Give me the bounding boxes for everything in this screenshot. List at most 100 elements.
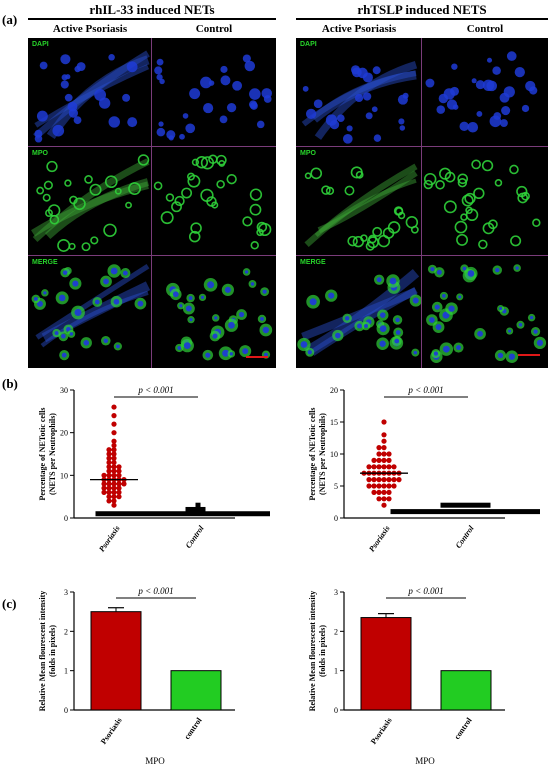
- cell: [397, 211, 406, 220]
- y-tick-label: 15: [330, 418, 338, 427]
- micrograph-canvas-right: [297, 51, 547, 363]
- nucleus: [69, 332, 74, 336]
- nucleus: [371, 106, 378, 113]
- nucleus: [154, 66, 163, 75]
- micrograph-canvas-left: [31, 50, 273, 361]
- nucleus: [379, 340, 386, 347]
- data-point: [376, 489, 382, 495]
- net-strand: [33, 50, 150, 140]
- x-category-label: Control: [184, 523, 206, 550]
- cell: [494, 179, 503, 187]
- data-point: [230, 511, 236, 517]
- data-point: [101, 489, 107, 495]
- cell: [165, 193, 175, 202]
- y-tick-label: 0: [64, 706, 68, 715]
- chart-c-right: 0 1 2 3 Relative Mean flourescent intensity(…: [308, 586, 505, 766]
- cell: [461, 194, 474, 207]
- nucleus: [113, 298, 120, 305]
- data-point: [165, 511, 171, 517]
- data-point: [455, 502, 461, 508]
- nucleus: [182, 113, 189, 119]
- p-value-annotation: p < 0.001: [137, 586, 173, 596]
- chart-c-left: 0 1 2 3 Relative Mean flourescent intensity(…: [38, 586, 235, 766]
- cell: [103, 223, 117, 238]
- cell: [89, 183, 102, 196]
- nucleus: [52, 124, 65, 137]
- cell: [464, 192, 476, 205]
- x-category-label: Psoriasis: [99, 716, 124, 746]
- cell: [454, 220, 468, 234]
- y-tick-label: 0: [334, 514, 338, 523]
- nucleus: [518, 322, 523, 327]
- nucleus: [220, 65, 228, 73]
- y-axis-label-line: Percentage of NETotic cells: [38, 407, 47, 500]
- y-tick-label: 10: [330, 450, 338, 459]
- data-point: [366, 477, 372, 483]
- cell: [517, 192, 529, 204]
- cell: [174, 195, 185, 207]
- data-point: [366, 483, 372, 489]
- data-point: [381, 483, 387, 489]
- micrograph-tile: [423, 159, 541, 250]
- nucleus: [486, 57, 493, 63]
- nucleus: [446, 99, 458, 110]
- data-point: [425, 509, 431, 515]
- nucleus: [244, 60, 256, 72]
- data-point: [381, 496, 387, 502]
- cell: [382, 227, 395, 239]
- nucleus: [300, 341, 308, 348]
- data-point: [410, 509, 416, 515]
- scale-bar-left: [246, 356, 268, 358]
- data-point: [376, 445, 382, 451]
- nucleus: [372, 66, 381, 75]
- micrograph-tile: [153, 154, 272, 250]
- x-category-label: Psoriasis: [367, 524, 391, 554]
- data-point: [525, 509, 531, 515]
- data-point: [100, 511, 106, 517]
- nucleus: [471, 78, 477, 84]
- nucleus: [302, 85, 309, 92]
- nucleus: [83, 340, 90, 346]
- bar: [170, 670, 222, 711]
- cell: [137, 154, 150, 166]
- nucleus: [376, 277, 382, 283]
- cell: [73, 197, 86, 211]
- data-point: [111, 430, 117, 436]
- nucleus: [436, 105, 446, 114]
- nucleus: [459, 121, 469, 132]
- nucleus: [60, 80, 69, 89]
- micrograph-tile: [31, 263, 151, 361]
- nucleus: [335, 332, 341, 339]
- nucleus: [60, 54, 71, 65]
- nucleus: [34, 129, 43, 138]
- data-point: [381, 445, 387, 451]
- nucleus: [365, 112, 373, 120]
- nucleus: [108, 54, 115, 61]
- cell: [160, 211, 174, 225]
- cell: [211, 201, 219, 209]
- data-point: [381, 477, 387, 483]
- cell: [47, 204, 61, 217]
- net-strand: [304, 163, 418, 248]
- nucleus: [220, 75, 231, 86]
- cell: [456, 233, 469, 246]
- nucleus: [486, 80, 498, 92]
- cell: [471, 159, 482, 170]
- y-tick-label: 5: [334, 482, 338, 491]
- bar: [440, 670, 492, 711]
- nucleus: [212, 333, 218, 339]
- nucleus: [489, 115, 502, 128]
- data-point: [480, 502, 486, 508]
- data-point: [515, 509, 521, 515]
- cell: [457, 178, 468, 188]
- nucleus: [364, 323, 369, 328]
- data-point: [111, 464, 117, 470]
- col-head-left-2: Control: [195, 23, 233, 35]
- group-rule-left: [28, 18, 276, 20]
- bar: [90, 611, 142, 711]
- cell: [46, 160, 58, 173]
- y-tick-label: 0: [64, 514, 68, 523]
- data-point: [116, 494, 122, 500]
- scale-bar-right: [518, 354, 540, 356]
- nucleus: [448, 305, 455, 312]
